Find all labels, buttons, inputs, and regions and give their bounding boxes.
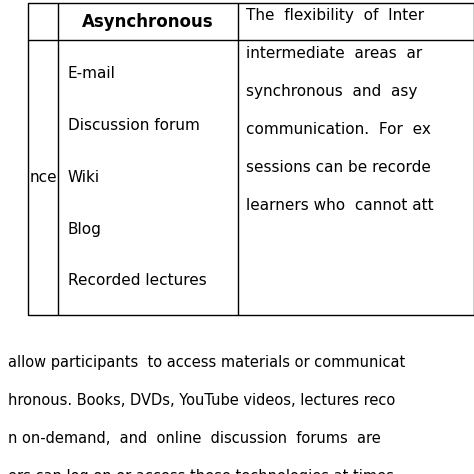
Text: Asynchronous: Asynchronous	[82, 12, 214, 30]
Text: E-mail: E-mail	[68, 66, 116, 81]
Text: hronous. Books, DVDs, YouTube videos, lectures reco: hronous. Books, DVDs, YouTube videos, le…	[8, 393, 395, 408]
Text: allow participants  to access materials or communicat: allow participants to access materials o…	[8, 355, 405, 370]
Text: ers can log on or access these technologies at times: ers can log on or access these technolog…	[8, 469, 394, 474]
Text: learners who  cannot att: learners who cannot att	[246, 198, 434, 213]
Text: communication.  For  ex: communication. For ex	[246, 122, 431, 137]
Text: synchronous  and  asy: synchronous and asy	[246, 84, 418, 99]
Bar	[28, 3, 474, 315]
Text: Recorded lectures: Recorded lectures	[68, 273, 207, 288]
Text: intermediate  areas  ar: intermediate areas ar	[246, 46, 422, 61]
Text: nce: nce	[29, 170, 57, 185]
Text: Discussion forum: Discussion forum	[68, 118, 200, 133]
Text: Blog: Blog	[68, 221, 102, 237]
Text: n on-demand,  and  online  discussion  forums  are: n on-demand, and online discussion forum…	[8, 431, 381, 446]
Text: Wiki: Wiki	[68, 170, 100, 185]
Text: sessions can be recorde: sessions can be recorde	[246, 160, 431, 175]
Text: The  flexibility  of  Inter: The flexibility of Inter	[246, 8, 424, 23]
